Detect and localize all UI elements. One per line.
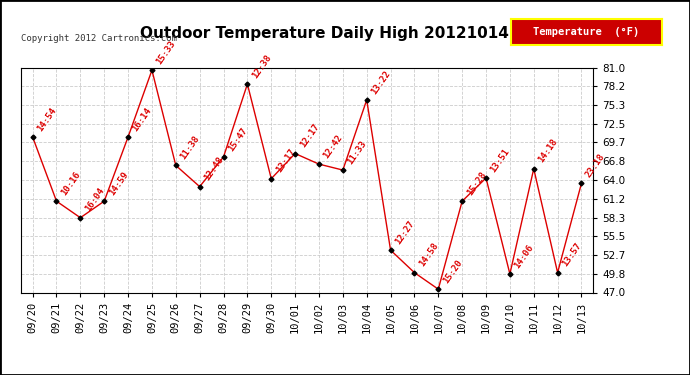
Text: 13:57: 13:57 xyxy=(560,241,583,268)
Text: Temperature  (°F): Temperature (°F) xyxy=(533,27,640,37)
Text: 23:18: 23:18 xyxy=(584,152,607,179)
Text: 14:54: 14:54 xyxy=(35,106,58,133)
Text: 12:17: 12:17 xyxy=(298,122,321,149)
Text: 13:17: 13:17 xyxy=(274,147,297,174)
Text: 14:18: 14:18 xyxy=(537,137,560,165)
Text: 16:14: 16:14 xyxy=(131,106,154,133)
Text: 13:51: 13:51 xyxy=(489,147,511,174)
Text: 12:48: 12:48 xyxy=(202,155,225,183)
Text: 16:04: 16:04 xyxy=(83,186,106,213)
Text: 13:22: 13:22 xyxy=(369,69,393,96)
Text: 12:27: 12:27 xyxy=(393,219,416,246)
Text: 14:58: 14:58 xyxy=(417,241,440,268)
Text: 11:38: 11:38 xyxy=(179,134,201,161)
Text: 15:33: 15:33 xyxy=(155,39,177,66)
Text: 10:16: 10:16 xyxy=(59,170,82,197)
Text: 14:06: 14:06 xyxy=(513,243,535,270)
Text: 15:20: 15:20 xyxy=(441,258,464,285)
Text: 12:42: 12:42 xyxy=(322,133,344,160)
Text: 12:38: 12:38 xyxy=(250,53,273,80)
Text: Outdoor Temperature Daily High 20121014: Outdoor Temperature Daily High 20121014 xyxy=(140,26,509,41)
Text: 15:47: 15:47 xyxy=(226,126,249,153)
Text: 11:33: 11:33 xyxy=(346,139,368,166)
Text: 15:28: 15:28 xyxy=(465,170,488,197)
Text: 14:59: 14:59 xyxy=(107,170,130,197)
Text: Copyright 2012 Cartronics.com: Copyright 2012 Cartronics.com xyxy=(21,34,177,43)
